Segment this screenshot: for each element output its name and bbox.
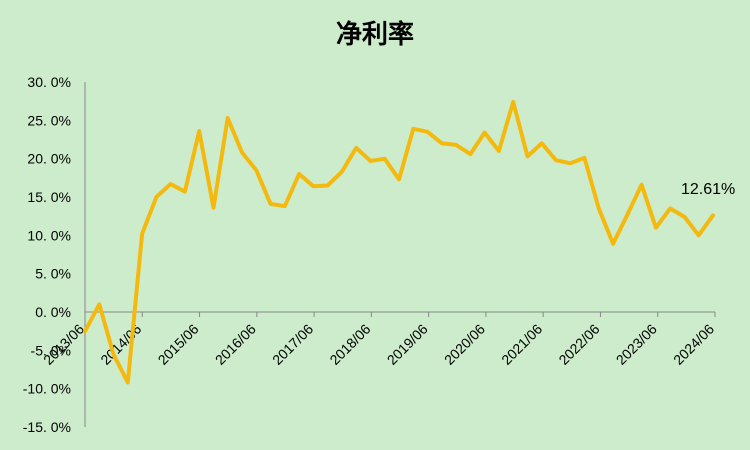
net-margin-series-line (83, 99, 715, 385)
last-value-label: 12.61% (681, 181, 735, 198)
x-tick-label: 2020/06 (441, 321, 488, 368)
y-tick-label: 10. 0% (27, 227, 71, 243)
x-tick-label: 2018/06 (326, 321, 373, 368)
chart-title: 净利率 (336, 19, 414, 50)
y-tick-label: 0. 0% (35, 304, 71, 320)
x-tick-label: 2022/06 (555, 321, 602, 368)
x-tick-label: 2024/06 (670, 321, 717, 368)
x-axis-ticks: 2013/06 2014/06 2015/06 2016/06 2017/06 2018/… (40, 312, 717, 368)
y-tick-label: 30. 0% (27, 74, 71, 90)
x-tick-label: 2019/06 (384, 321, 431, 368)
y-tick-label: -5. 0% (31, 342, 71, 358)
x-tick-label: 2016/06 (212, 321, 259, 368)
x-tick-label: 2023/06 (613, 321, 660, 368)
y-tick-label: 15. 0% (27, 189, 71, 205)
x-tick-label: 2015/06 (155, 321, 202, 368)
y-tick-label: 20. 0% (27, 151, 71, 167)
y-axis-tick-labels: 30. 0% 25. 0% 20. 0% 15. 0% 10. 0% 5. 0% 0. 0%… (23, 74, 71, 435)
y-tick-label: -15. 0% (23, 419, 71, 435)
y-tick-label: -10. 0% (23, 381, 71, 397)
x-tick-label: 2017/06 (269, 321, 316, 368)
x-tick-label: 2021/06 (498, 321, 545, 368)
y-tick-label: 5. 0% (35, 266, 71, 282)
y-tick-label: 25. 0% (27, 112, 71, 128)
